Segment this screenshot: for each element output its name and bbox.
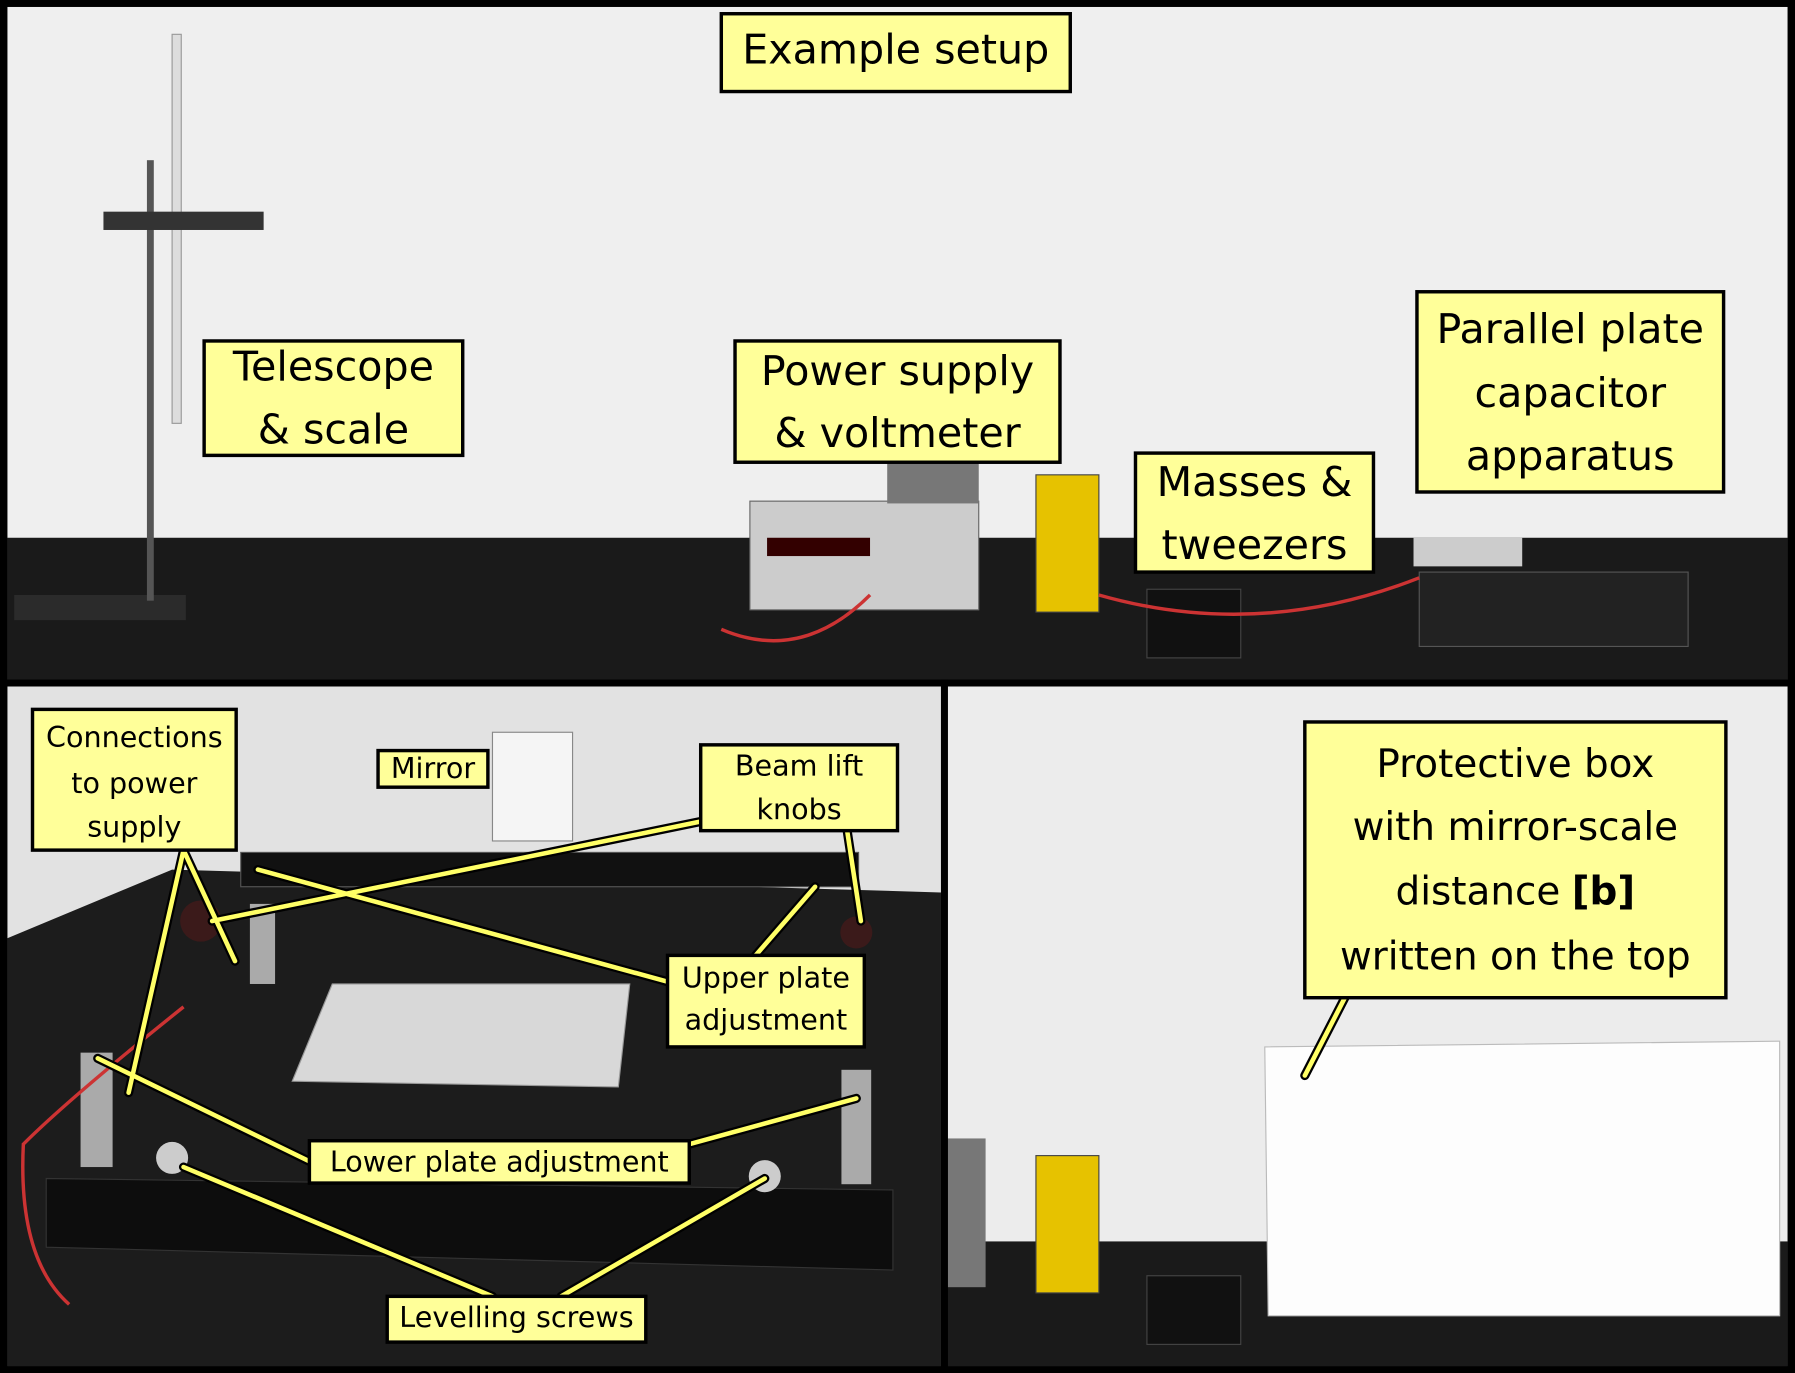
- label-text: Example setup: [742, 26, 1049, 74]
- label-box: [385, 1294, 648, 1344]
- label-text: Parallel plate: [1437, 305, 1704, 353]
- label-text: distance [b]: [1396, 869, 1636, 914]
- label-text: written on the top: [1340, 934, 1691, 979]
- label-text: Lower plate adjustment: [330, 1145, 669, 1179]
- leader-lines: [93, 816, 1350, 1301]
- label-text: distance: [1396, 869, 1561, 914]
- label-box: [202, 339, 465, 458]
- label-box: [1303, 720, 1728, 1000]
- label-box: [30, 707, 238, 852]
- label-text: & voltmeter: [774, 409, 1020, 457]
- label-text: Telescope: [232, 343, 434, 391]
- label-box: [698, 743, 900, 833]
- label-box: [1415, 290, 1726, 494]
- label-text: Beam lift: [735, 749, 863, 783]
- label-text: Connections: [46, 720, 223, 754]
- label-box: [376, 748, 490, 789]
- label-text: Protective box: [1376, 742, 1654, 787]
- label-text: capacitor: [1474, 369, 1666, 417]
- label-box: [1133, 451, 1376, 574]
- label-text: with mirror-scale: [1353, 805, 1679, 850]
- label-box: [307, 1139, 691, 1185]
- label-text: to power: [71, 766, 197, 800]
- label-text: tweezers: [1162, 521, 1348, 569]
- label-box: [665, 953, 867, 1049]
- label-text: Masses &: [1157, 458, 1353, 506]
- label-text: Mirror: [391, 751, 475, 785]
- label-text: Levelling screws: [399, 1300, 633, 1334]
- label-text: & scale: [258, 405, 409, 453]
- label-text: supply: [87, 809, 181, 843]
- label-bold: [b]: [1572, 869, 1635, 914]
- label-box: [719, 12, 1072, 94]
- label-text: Power supply: [761, 347, 1034, 395]
- box-photo: [945, 686, 1788, 1367]
- label-box: [733, 339, 1062, 464]
- label-text: knobs: [756, 792, 841, 826]
- label-text: apparatus: [1466, 432, 1675, 480]
- labels: Example setup Telescope & scale Power suppl…: [30, 12, 1728, 1344]
- label-text: adjustment: [685, 1003, 848, 1037]
- label-text: Upper plate: [682, 960, 850, 994]
